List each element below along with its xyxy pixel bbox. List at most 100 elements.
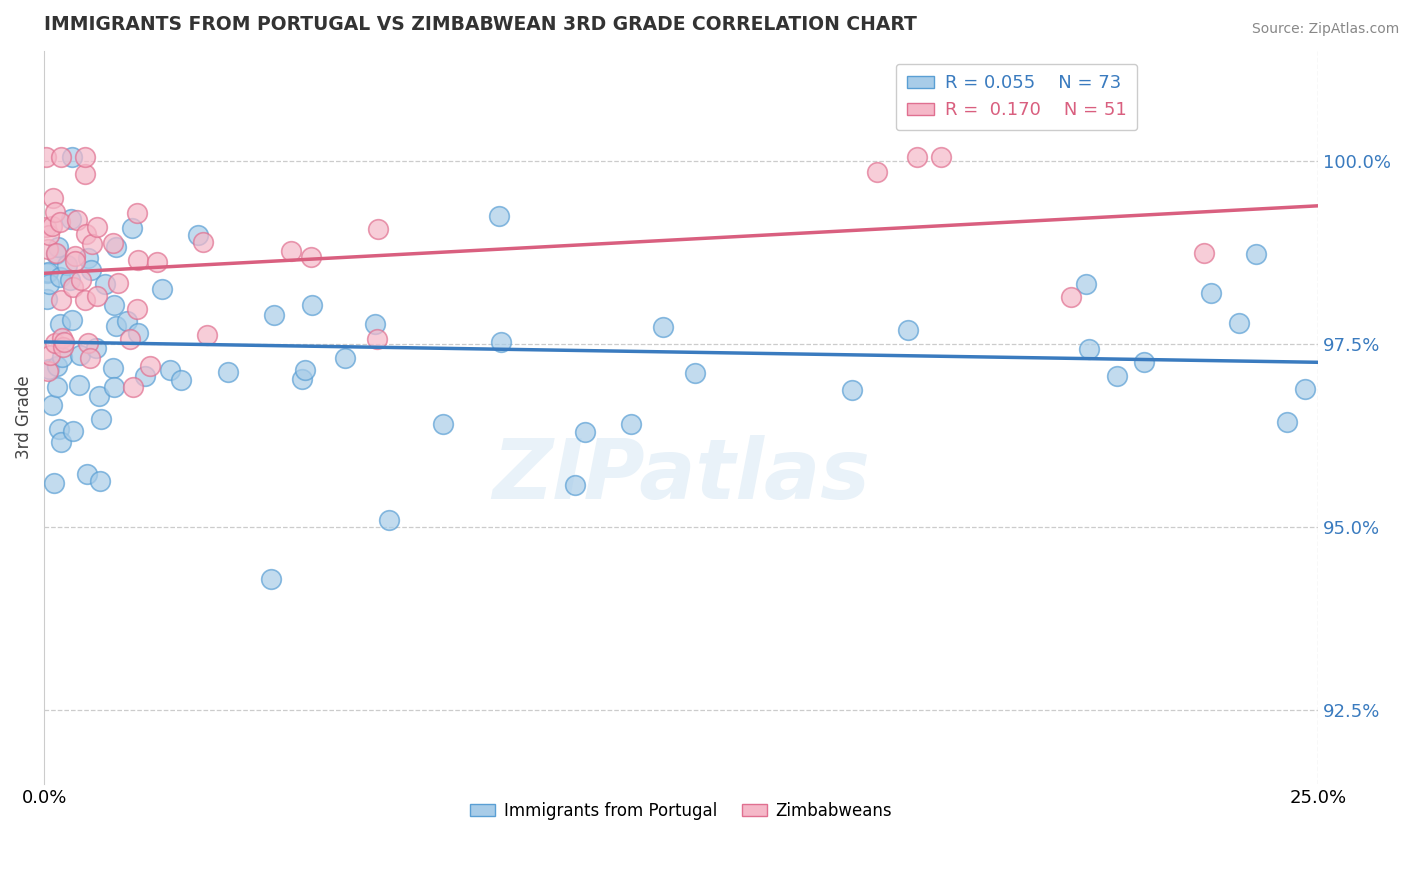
Point <box>41 191 63 205</box>
Point <box>491 334 513 349</box>
Point <box>103 236 125 251</box>
Point <box>77 335 100 350</box>
Point <box>115 314 138 328</box>
Point <box>101 360 124 375</box>
Point <box>46 379 69 393</box>
Point <box>191 235 214 249</box>
Point <box>45 245 67 260</box>
Point <box>60 313 83 327</box>
Point <box>38 277 60 292</box>
Point <box>103 379 125 393</box>
Point <box>1105 368 1128 383</box>
Point <box>929 150 952 164</box>
Point <box>49 150 72 164</box>
Point <box>127 326 149 340</box>
Point <box>39 348 62 362</box>
Point <box>301 297 323 311</box>
Point <box>1074 277 1097 291</box>
Y-axis label: 3rd Grade: 3rd Grade <box>15 376 32 459</box>
Point <box>37 242 59 256</box>
Point <box>86 289 108 303</box>
Point <box>86 219 108 234</box>
Point <box>89 474 111 488</box>
Text: IMMIGRANTS FROM PORTUGAL VS ZIMBABWEAN 3RD GRADE CORRELATION CHART: IMMIGRANTS FROM PORTUGAL VS ZIMBABWEAN 3… <box>44 15 917 34</box>
Point <box>37 265 59 279</box>
Point <box>159 363 181 377</box>
Point <box>35 293 58 307</box>
Text: ZIPatlas: ZIPatlas <box>492 435 870 516</box>
Point <box>48 239 70 253</box>
Point <box>187 228 209 243</box>
Point <box>69 348 91 362</box>
Point <box>105 319 128 334</box>
Point <box>38 361 60 376</box>
Point <box>107 276 129 290</box>
Point <box>69 273 91 287</box>
Point <box>195 327 218 342</box>
Point <box>38 228 60 243</box>
Point <box>619 417 641 431</box>
Point <box>44 205 66 219</box>
Point <box>866 164 889 178</box>
Point <box>333 351 356 366</box>
Point <box>1246 247 1268 261</box>
Point <box>378 513 401 527</box>
Point <box>77 251 100 265</box>
Point <box>62 424 84 438</box>
Point <box>367 222 389 236</box>
Point <box>49 293 72 308</box>
Point <box>52 341 75 355</box>
Point <box>60 150 83 164</box>
Point <box>122 380 145 394</box>
Point <box>897 323 920 337</box>
Point <box>1132 355 1154 369</box>
Point <box>66 213 89 227</box>
Point <box>76 467 98 482</box>
Point <box>127 253 149 268</box>
Point <box>1275 415 1298 429</box>
Point <box>93 277 115 291</box>
Point <box>217 365 239 379</box>
Point <box>291 372 314 386</box>
Point <box>841 383 863 397</box>
Point <box>280 244 302 259</box>
Point <box>73 293 96 307</box>
Point <box>51 350 73 364</box>
Point <box>121 221 143 235</box>
Point <box>48 269 70 284</box>
Legend: Immigrants from Portugal, Zimbabweans: Immigrants from Portugal, Zimbabweans <box>464 796 898 827</box>
Point <box>41 219 63 233</box>
Point <box>366 332 388 346</box>
Point <box>73 167 96 181</box>
Point <box>294 363 316 377</box>
Point <box>48 318 70 332</box>
Text: Source: ZipAtlas.com: Source: ZipAtlas.com <box>1251 22 1399 37</box>
Point <box>134 368 156 383</box>
Point <box>299 250 322 264</box>
Point <box>1227 316 1250 330</box>
Point <box>125 301 148 316</box>
Point <box>35 150 58 164</box>
Point <box>1199 286 1222 301</box>
Point <box>145 254 167 268</box>
Point <box>53 334 76 349</box>
Point <box>169 373 191 387</box>
Point <box>364 317 387 331</box>
Point <box>150 282 173 296</box>
Point <box>564 478 586 492</box>
Point <box>49 215 72 229</box>
Point <box>138 359 160 373</box>
Point <box>104 240 127 254</box>
Point <box>1078 342 1101 356</box>
Point <box>49 434 72 449</box>
Point <box>574 425 596 440</box>
Point <box>118 332 141 346</box>
Point <box>125 206 148 220</box>
Point <box>42 476 65 491</box>
Point <box>488 210 510 224</box>
Point <box>59 273 82 287</box>
Point <box>63 249 86 263</box>
Point <box>86 341 108 355</box>
Point <box>41 398 63 412</box>
Point <box>65 254 87 268</box>
